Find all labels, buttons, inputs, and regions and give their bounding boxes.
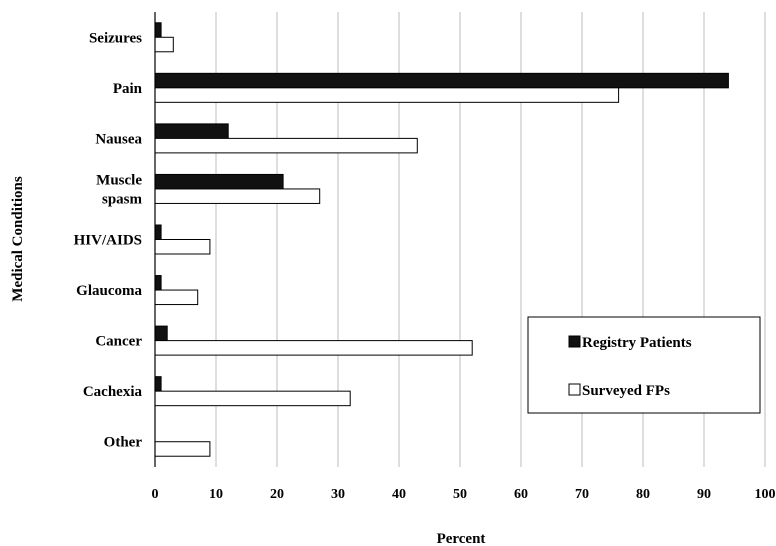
bar-surveyed-fps-seizures: [154, 36, 174, 53]
x-tick-label-100: 100: [755, 487, 776, 502]
category-label-nausea: Nausea: [95, 131, 142, 147]
bar-surveyed-fps-cachexia: [154, 390, 351, 407]
x-tick-label-60: 60: [514, 487, 528, 502]
bar-registry-patients-hiv-aids: [154, 224, 162, 240]
x-tick-label-0: 0: [152, 487, 159, 502]
x-tick-label-10: 10: [209, 487, 223, 502]
category-label-muscle-spasm: Muscle spasm: [96, 172, 142, 207]
bar-surveyed-fps-pain: [154, 87, 620, 103]
bar-surveyed-fps-nausea: [154, 137, 418, 154]
x-tick-label-50: 50: [453, 487, 467, 502]
x-tick-label-90: 90: [697, 487, 711, 502]
x-tick-label-80: 80: [636, 487, 650, 502]
legend: Registry Patients Surveyed FPs: [527, 316, 761, 414]
category-label-glaucoma: Glaucoma: [76, 283, 142, 299]
category-labels: Seizures Pain Nausea Muscle spasm HIV/AIDS Gla…: [74, 30, 143, 450]
legend-swatch-registry-patients: [568, 335, 581, 348]
legend-label-registry-patients: Registry Patients: [582, 335, 692, 351]
bar-surveyed-fps-cancer: [154, 340, 473, 356]
bar-registry-patients-pain: [154, 72, 729, 89]
legend-swatch-surveyed-fps: [568, 383, 581, 396]
x-tick-label-70: 70: [575, 487, 589, 502]
bar-surveyed-fps-muscle-spasm: [154, 188, 321, 204]
category-label-other: Other: [104, 435, 143, 451]
bar-registry-patients-glaucoma: [154, 275, 162, 291]
bar-registry-patients-nausea: [154, 123, 229, 139]
x-tick-label-20: 20: [270, 487, 284, 502]
legend-label-surveyed-fps: Surveyed FPs: [582, 383, 670, 399]
bar-surveyed-fps-glaucoma: [154, 289, 199, 306]
y-axis-title: Medical Conditions: [10, 176, 26, 302]
x-tick-label-30: 30: [331, 487, 345, 502]
x-axis-title: Percent: [437, 531, 486, 546]
bars: [154, 22, 729, 457]
category-label-cancer: Cancer: [95, 334, 142, 350]
bar-registry-patients-cancer: [154, 325, 168, 342]
category-label-hiv-aids: HIV/AIDS: [74, 233, 142, 249]
category-label-pain: Pain: [113, 81, 143, 97]
bar-registry-patients-seizures: [154, 22, 162, 38]
bar-registry-patients-muscle-spasm: [154, 173, 284, 190]
x-tick-labels: 0 10 20 30 40 50 60 70 80 90 100: [152, 487, 776, 502]
bar-surveyed-fps-other: [154, 441, 211, 457]
legend-box: [527, 316, 761, 414]
x-tick-label-40: 40: [392, 487, 406, 502]
category-label-seizures: Seizures: [89, 30, 142, 46]
bar-registry-patients-cachexia: [154, 376, 162, 392]
bar-surveyed-fps-hiv-aids: [154, 239, 211, 255]
category-label-cachexia: Cachexia: [83, 384, 143, 400]
